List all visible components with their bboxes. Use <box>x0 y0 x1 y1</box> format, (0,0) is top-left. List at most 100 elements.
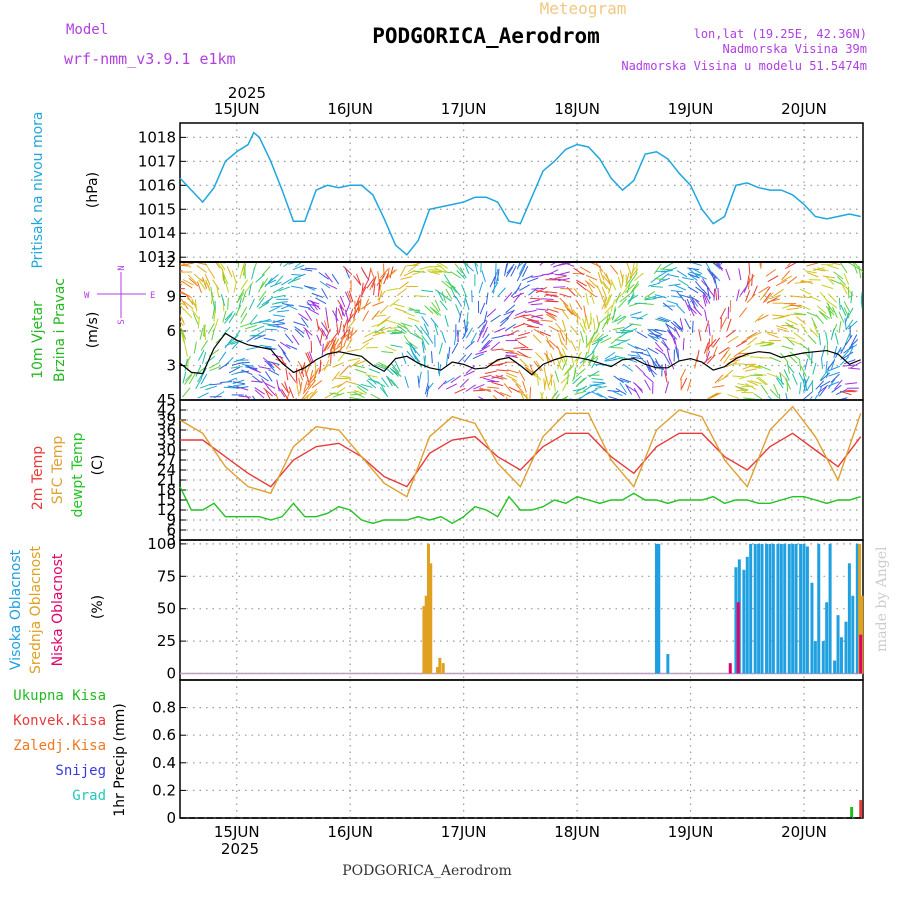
wind-barb <box>427 270 440 275</box>
wind-barb <box>619 377 632 383</box>
wind-barb <box>329 339 336 352</box>
wind-barb <box>321 343 324 356</box>
wind-barb <box>559 293 572 298</box>
wind-barb <box>389 298 400 307</box>
wind-barb <box>407 317 420 323</box>
wind-barb <box>644 298 657 301</box>
wind-barb <box>344 291 351 304</box>
day-label-top: 19JUN <box>668 100 714 118</box>
wind-barb <box>505 372 518 378</box>
wind-barb <box>561 309 570 320</box>
wind-barb <box>845 319 854 331</box>
wind-barb <box>717 287 720 300</box>
wind-barb <box>258 374 269 382</box>
wind-barb <box>445 383 458 390</box>
wind-barb <box>561 353 567 366</box>
wind-barb <box>346 291 353 303</box>
wind-barb <box>518 370 526 381</box>
wind-barb <box>511 378 522 388</box>
wind-barb <box>629 268 639 279</box>
wind-barb <box>367 378 380 384</box>
wind-barb <box>304 328 311 340</box>
high-cloud-bar <box>757 543 761 674</box>
wind-barb <box>354 360 367 366</box>
wind-barb <box>268 274 279 283</box>
wind-barb <box>811 317 818 329</box>
high-cloud-bar <box>839 637 843 674</box>
wind-barb <box>681 377 688 390</box>
wind-barb <box>196 265 207 273</box>
wind-barb <box>273 294 286 299</box>
wind-barb <box>481 339 491 350</box>
wind-barb <box>807 272 819 278</box>
high-cloud-bar <box>817 543 821 674</box>
legend-conv-rain: Konvek.Kisa <box>13 713 106 729</box>
wind-barb <box>318 271 329 280</box>
wind-barb <box>357 384 369 391</box>
y-axis-ticks: 3 6 9 12 <box>157 253 176 375</box>
wind-barb <box>277 344 287 355</box>
wind-barb <box>780 352 789 363</box>
wind-barb <box>385 375 393 387</box>
wind-barb <box>717 375 729 382</box>
wind-barb <box>716 262 722 266</box>
y-tick-label: 1016 <box>138 176 176 194</box>
wind-barb <box>465 365 476 375</box>
wind-barb <box>385 345 397 352</box>
wind-barb <box>193 273 204 283</box>
wind-barb <box>472 353 484 360</box>
wind-barb <box>410 332 422 340</box>
wind-barb <box>251 267 256 280</box>
wind-barb <box>591 342 600 353</box>
wind-barb <box>284 381 289 393</box>
model-label: Model <box>66 22 108 38</box>
wind-barb <box>809 328 819 338</box>
wind-barb <box>517 341 529 349</box>
wind-barb <box>575 299 583 311</box>
wind-barb <box>379 268 389 279</box>
wind-barb <box>622 323 634 331</box>
wind-barb <box>812 322 819 335</box>
wind-barb <box>670 321 681 331</box>
wind-barb <box>339 377 352 380</box>
wind-barb <box>555 322 564 333</box>
wind-barb <box>826 360 835 371</box>
wind-barb <box>609 264 619 275</box>
wind-barb <box>527 325 540 329</box>
wind-barb <box>320 327 328 339</box>
high-cloud-bar <box>833 660 837 674</box>
wind-barb <box>618 338 631 345</box>
wind-barb <box>674 322 684 332</box>
wind-barb <box>479 374 492 379</box>
wind-barb <box>792 373 798 385</box>
wind-barb <box>566 308 577 317</box>
wind-barb <box>769 356 782 363</box>
wind-barb <box>503 309 515 316</box>
wind-barb <box>741 336 753 344</box>
wind-barb <box>264 382 276 389</box>
wind-barb <box>180 291 192 299</box>
wind-barb <box>321 288 329 300</box>
wind-barb <box>564 365 574 376</box>
wind-barb <box>434 267 446 274</box>
wind-barb <box>777 328 790 333</box>
wind-barb <box>647 347 659 355</box>
wind-barb <box>414 311 426 315</box>
wind-barb <box>459 267 467 279</box>
wind-barb <box>291 334 300 346</box>
wind-barb <box>578 359 588 370</box>
wind-barb <box>276 379 280 392</box>
wind-barb <box>463 319 467 332</box>
wind-barb <box>707 338 717 349</box>
wind-barb <box>785 262 797 269</box>
wind-barb <box>501 333 514 337</box>
low-cloud-bar <box>859 634 863 674</box>
wind-barb <box>372 301 384 307</box>
wind-barb <box>852 262 858 274</box>
wind-barb <box>438 342 443 355</box>
wind-barb <box>517 350 529 358</box>
wind-barb <box>343 333 349 346</box>
wind-barb <box>533 360 542 372</box>
wind-barb <box>182 371 187 384</box>
